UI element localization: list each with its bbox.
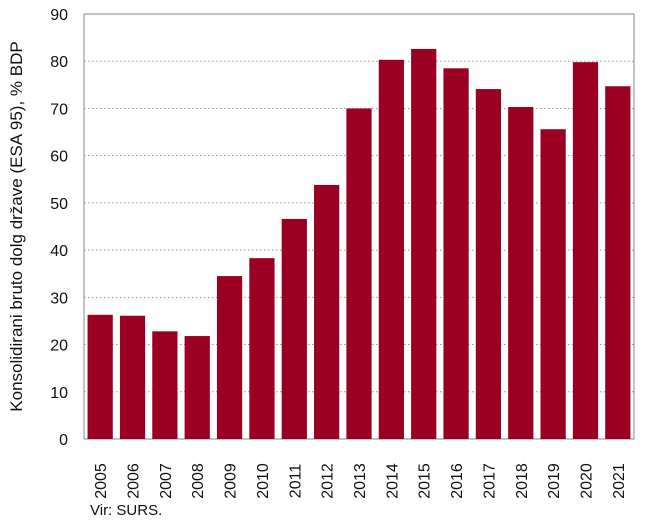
y-tick-label: 60	[50, 149, 68, 166]
x-tick-label: 2018	[514, 463, 531, 499]
x-tick-label: 2011	[287, 464, 304, 499]
bar-2013	[346, 108, 372, 439]
bar-2017	[475, 89, 502, 439]
x-tick-label: 2006	[126, 463, 143, 499]
y-tick-label: 40	[50, 243, 68, 260]
x-tick-label: 2005	[93, 463, 110, 499]
bar-2012	[314, 184, 340, 439]
y-tick-label: 80	[50, 54, 68, 71]
y-tick-label: 70	[50, 101, 68, 118]
bar-2010	[249, 258, 275, 439]
y-tick-label: 50	[50, 196, 68, 213]
bar-2014	[378, 59, 404, 440]
bar-series	[87, 48, 631, 440]
x-tick-label: 2020	[578, 463, 595, 499]
x-tick-label: 2010	[255, 463, 272, 499]
bar-2016	[443, 68, 469, 440]
x-tick-label: 2017	[481, 463, 498, 499]
y-tick-label: 30	[50, 290, 68, 307]
bar-2006	[119, 315, 146, 439]
bar-2009	[216, 276, 243, 439]
bar-2021	[605, 86, 631, 439]
x-tick-label: 2021	[611, 463, 628, 499]
bar-2015	[411, 48, 437, 439]
x-tick-label: 2014	[384, 463, 401, 499]
y-axis-title: Konsolidirani bruto dolg države (ESA 95)…	[7, 41, 26, 411]
x-tick-label: 2008	[190, 463, 207, 499]
x-tick-label: 2012	[320, 463, 337, 499]
x-tick-label: 2007	[158, 463, 175, 499]
bar-2007	[152, 331, 178, 439]
x-tick-label: 2016	[449, 463, 466, 499]
bar-2019	[540, 129, 566, 439]
x-tick-label: 2009	[223, 463, 240, 499]
y-tick-label: 10	[50, 385, 68, 402]
bar-2018	[508, 107, 534, 440]
bar-2020	[572, 62, 599, 440]
x-tick-label: 2015	[417, 463, 434, 499]
source-note: Vir: SURS.	[90, 502, 163, 519]
y-axis-tick-labels: 0 10 20 30 40 50 60 70 80 90	[50, 7, 68, 449]
y-tick-label: 0	[59, 432, 68, 449]
x-tick-label: 2013	[352, 463, 369, 499]
bar-2011	[281, 218, 307, 439]
y-tick-label: 90	[50, 7, 68, 24]
bar-2008	[184, 336, 210, 439]
x-axis-tick-labels: 2005 2006 2007 2008 2009 2010 2011 2012 2013 2014…	[93, 463, 628, 499]
bar-2005	[87, 314, 113, 439]
x-tick-label: 2019	[546, 463, 563, 499]
y-tick-label: 20	[50, 338, 68, 355]
